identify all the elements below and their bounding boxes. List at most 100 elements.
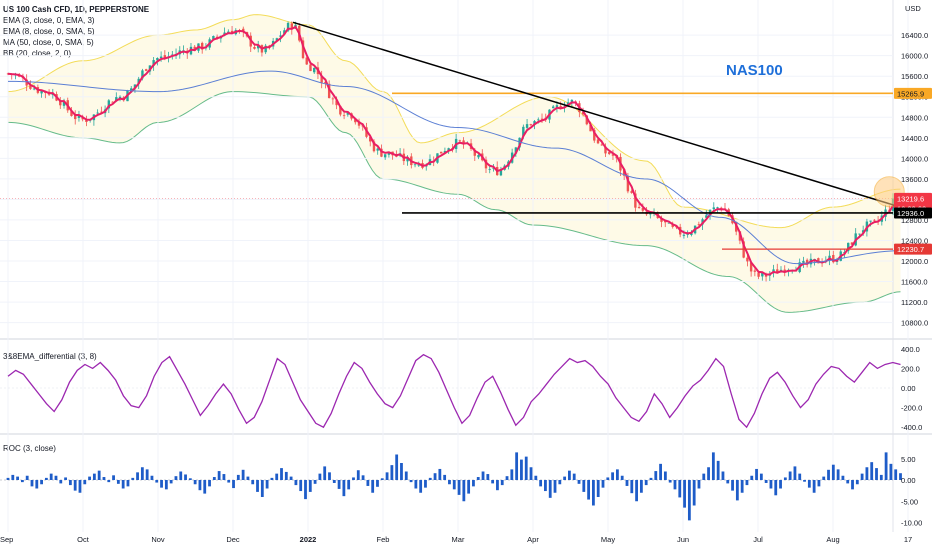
- osc-tick: -200.0: [901, 404, 922, 413]
- price-tick: 12800.0: [901, 216, 928, 225]
- candle-body: [40, 90, 43, 94]
- roc-bar: [11, 474, 15, 480]
- candle-body: [805, 259, 809, 265]
- roc-bar: [385, 472, 389, 480]
- roc-bar: [596, 480, 600, 497]
- candle-body: [253, 46, 256, 49]
- candle-body: [70, 111, 73, 116]
- candle-body: [447, 148, 450, 152]
- candle-body: [279, 35, 282, 37]
- candle-body: [327, 83, 331, 99]
- roc-bar: [438, 468, 442, 480]
- roc-bar: [534, 475, 538, 480]
- candle-body: [749, 262, 753, 272]
- roc-bar: [164, 480, 168, 490]
- roc-bar: [49, 473, 53, 480]
- roc-bar: [342, 480, 346, 497]
- roc-bar: [707, 467, 710, 480]
- roc-bar: [491, 480, 495, 484]
- roc-bar: [539, 480, 543, 487]
- roc-bar: [764, 480, 768, 483]
- roc-bar: [817, 480, 821, 487]
- legend-ma50[interactable]: MA (50, close, 0, SMA, 5): [3, 38, 94, 47]
- roc-bar: [270, 477, 274, 480]
- roc-bar: [582, 480, 586, 492]
- roc-bar: [711, 452, 715, 480]
- price-tick: 16400.0: [901, 31, 928, 40]
- candle-body: [25, 79, 28, 86]
- roc-bar: [486, 474, 490, 480]
- price-tag-black-label: 12936.0: [897, 209, 924, 218]
- roc-bar: [639, 480, 643, 493]
- pane3-title[interactable]: ROC (3, close): [3, 444, 56, 453]
- osc-line: [7, 353, 901, 429]
- price-tag-orange-label: 15265.9: [897, 89, 924, 98]
- candle-body: [458, 140, 462, 142]
- roc-bar: [644, 480, 648, 486]
- roc-bar: [630, 480, 634, 494]
- candle-body: [697, 224, 701, 226]
- roc-bar: [380, 478, 384, 480]
- roc-bar: [827, 469, 830, 480]
- legend-bb[interactable]: BB (20, close, 2, 0): [3, 49, 72, 58]
- candle-body: [130, 88, 133, 93]
- candle-body: [417, 164, 420, 166]
- candle-body: [850, 242, 854, 245]
- price-tag-red: [894, 243, 932, 255]
- roc-bar: [78, 480, 82, 493]
- roc-bar: [812, 480, 816, 493]
- roc-bar: [779, 480, 782, 489]
- pane2-title[interactable]: 3&8EMA_differential (3, 8): [3, 352, 97, 361]
- roc-bar: [107, 480, 111, 483]
- roc-bar: [241, 469, 245, 480]
- roc-bar: [294, 480, 298, 486]
- candle-body: [608, 152, 611, 155]
- candle-body: [746, 257, 749, 262]
- candle-body: [462, 140, 465, 145]
- osc-tick: 0.00: [901, 384, 916, 393]
- candle-body: [473, 149, 476, 156]
- roc-bar: [313, 480, 317, 484]
- candle-body: [313, 67, 316, 73]
- roc-bar: [452, 480, 456, 490]
- roc-bar: [448, 480, 451, 485]
- legend-ema3[interactable]: EMA (3, close, 0, EMA, 3): [3, 16, 95, 25]
- roc-bar: [721, 471, 725, 480]
- legend-ema8[interactable]: EMA (8, close, 0, SMA, 5): [3, 27, 95, 36]
- roc-bar: [265, 480, 269, 489]
- candle-body: [301, 40, 305, 59]
- candle-body: [660, 218, 663, 222]
- roc-bar: [860, 473, 864, 480]
- roc-bar: [68, 480, 72, 486]
- roc-bar: [236, 474, 240, 480]
- roc-bar: [615, 469, 619, 480]
- date-tick: Apr: [527, 535, 539, 544]
- roc-bar: [404, 471, 408, 480]
- roc-bar: [352, 477, 355, 480]
- roc-bar: [16, 476, 19, 480]
- roc-bar: [520, 459, 523, 480]
- roc-bar: [251, 480, 255, 485]
- roc-bar: [851, 480, 854, 490]
- roc-bar: [424, 480, 427, 488]
- roc-bar: [428, 477, 432, 480]
- candle-body: [369, 137, 372, 142]
- osc-tick: -400.0: [901, 423, 922, 432]
- roc-bar: [496, 480, 499, 491]
- candle-body: [671, 224, 674, 227]
- chart-symbol-title: US 100 Cash CFD, 1D, PEPPERSTONE: [3, 5, 150, 14]
- roc-bar: [40, 480, 43, 485]
- candle-body: [585, 115, 589, 125]
- price-tick: 14800.0: [901, 113, 928, 122]
- candle-body: [802, 260, 805, 263]
- roc-bar: [798, 473, 802, 480]
- candle-body: [193, 46, 196, 51]
- date-tick: Nov: [151, 535, 165, 544]
- candle-body: [525, 124, 529, 128]
- roc-bar: [169, 480, 173, 484]
- candle-body: [406, 157, 409, 162]
- roc-bar: [750, 475, 754, 480]
- roc-bar: [179, 471, 183, 480]
- candle-body: [339, 105, 342, 115]
